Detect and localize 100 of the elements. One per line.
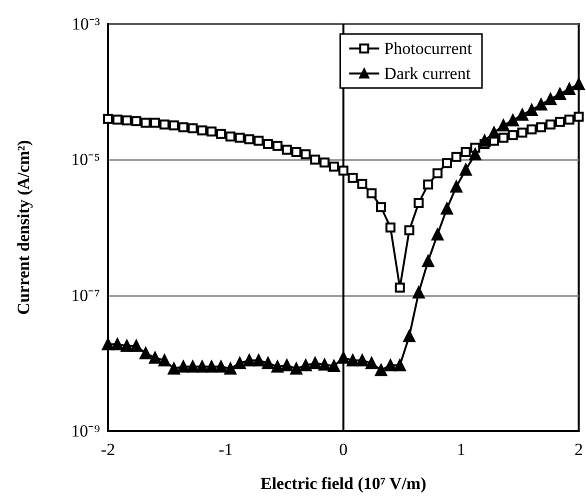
point — [150, 118, 160, 128]
point — [159, 119, 170, 130]
point — [544, 93, 557, 106]
point — [422, 255, 434, 268]
point — [328, 162, 339, 172]
point — [234, 357, 246, 370]
y-tick-label: 10⁻⁹ — [71, 422, 100, 440]
point — [403, 330, 416, 342]
point — [271, 360, 284, 373]
point — [225, 131, 236, 142]
point — [356, 354, 368, 366]
point — [272, 140, 282, 151]
point — [234, 132, 245, 143]
point — [252, 354, 265, 366]
point — [120, 340, 133, 352]
point — [224, 362, 236, 375]
point — [186, 360, 199, 373]
x-tick-label: -1 — [218, 440, 233, 459]
point — [243, 354, 256, 366]
point — [526, 104, 538, 116]
point — [168, 120, 179, 130]
point — [460, 164, 472, 176]
x-tick-label: -2 — [100, 440, 116, 459]
point — [508, 130, 518, 140]
point — [216, 128, 226, 139]
y-axis-title: Current density (A/cm²) — [14, 140, 33, 315]
point — [103, 114, 113, 124]
point — [291, 146, 302, 157]
point — [563, 83, 576, 96]
point — [440, 202, 453, 215]
point — [214, 360, 227, 373]
point — [112, 114, 122, 125]
point — [337, 352, 350, 364]
point — [178, 122, 188, 132]
point — [122, 115, 132, 126]
point — [404, 225, 414, 236]
point — [244, 134, 254, 144]
y-tick-label: 10⁻⁷ — [71, 286, 100, 305]
x-tick-label: 1 — [456, 440, 466, 459]
y-tick-label: 10⁻³ — [72, 14, 100, 34]
legend-label: Dark current — [384, 64, 471, 83]
point — [385, 222, 396, 232]
point — [206, 126, 217, 137]
point — [375, 364, 388, 376]
point — [450, 180, 462, 193]
point — [478, 134, 491, 147]
point — [309, 357, 322, 370]
point — [376, 202, 386, 212]
point — [572, 78, 585, 90]
point — [263, 139, 274, 150]
point — [366, 357, 378, 370]
point — [506, 114, 519, 126]
point — [432, 168, 443, 178]
point — [432, 228, 444, 240]
point — [348, 172, 358, 183]
point — [188, 123, 198, 134]
point — [414, 198, 424, 208]
point — [140, 118, 151, 128]
point — [206, 360, 218, 373]
point — [384, 359, 396, 372]
point — [262, 357, 274, 370]
point — [320, 157, 330, 168]
point — [451, 152, 462, 162]
point — [149, 352, 162, 364]
point — [318, 358, 331, 371]
point — [254, 136, 264, 146]
point — [357, 178, 368, 189]
point — [517, 128, 528, 138]
x-axis-title: Electric field (10⁷ V/m) — [260, 474, 426, 493]
x-tick-label: 0 — [339, 440, 348, 459]
point — [111, 338, 124, 350]
point — [516, 108, 528, 121]
point — [546, 119, 556, 130]
legend-label: Photocurrent — [384, 39, 472, 58]
point — [366, 188, 377, 198]
point — [498, 132, 508, 143]
x-tick-label: 2 — [574, 440, 583, 459]
point — [300, 149, 311, 160]
point — [394, 359, 406, 372]
point — [412, 286, 425, 299]
point — [131, 116, 142, 126]
point — [338, 166, 348, 176]
point — [574, 112, 584, 122]
point — [554, 88, 566, 100]
point — [196, 360, 208, 373]
point — [177, 360, 190, 373]
point — [300, 359, 312, 372]
point — [526, 124, 537, 134]
point — [168, 362, 180, 375]
point — [140, 347, 152, 360]
point — [197, 125, 208, 136]
point — [564, 114, 574, 125]
point — [554, 116, 565, 127]
point — [282, 144, 292, 155]
y-tick-label: 10⁻⁵ — [71, 150, 100, 170]
point — [130, 340, 142, 352]
point — [328, 360, 340, 372]
point — [346, 354, 359, 366]
point — [535, 98, 548, 111]
point — [423, 180, 434, 190]
